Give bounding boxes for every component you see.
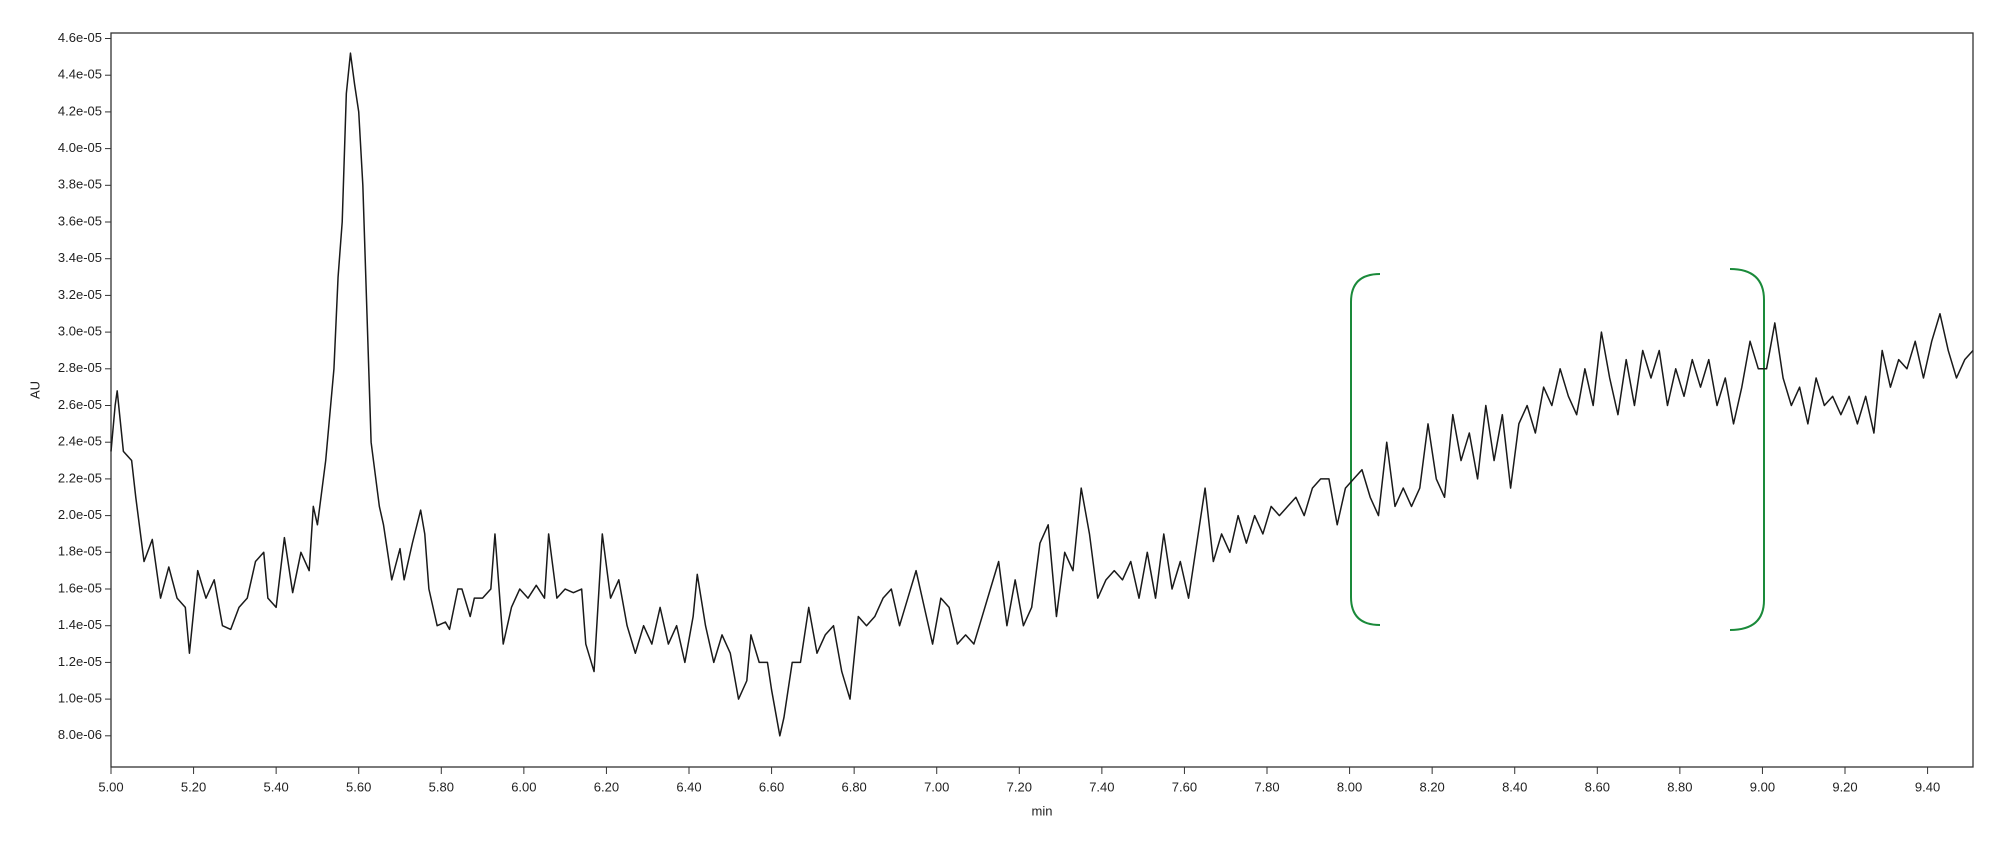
x-tick-label: 6.80 xyxy=(841,779,866,794)
y-tick-label: 2.8e-05 xyxy=(58,360,102,375)
trace xyxy=(110,52,1974,737)
y-tick-label: 4.2e-05 xyxy=(58,103,102,118)
x-tick-label: 8.40 xyxy=(1502,779,1527,794)
x-tick-label: 7.40 xyxy=(1089,779,1114,794)
x-tick-label: 8.80 xyxy=(1667,779,1692,794)
y-tick-label: 4.6e-05 xyxy=(58,30,102,45)
integration-bracket-right xyxy=(1729,268,1765,631)
x-tick-label: 5.40 xyxy=(263,779,288,794)
x-tick-label: 9.20 xyxy=(1832,779,1857,794)
x-tick-label: 7.80 xyxy=(1254,779,1279,794)
y-tick-label: 1.8e-05 xyxy=(58,544,102,559)
y-tick-label: 1.0e-05 xyxy=(58,691,102,706)
plot-frame xyxy=(110,32,1974,768)
x-tick-label: 5.00 xyxy=(98,779,123,794)
x-tick-label: 8.20 xyxy=(1419,779,1444,794)
y-tick-label: 3.2e-05 xyxy=(58,287,102,302)
x-tick-label: 8.60 xyxy=(1585,779,1610,794)
y-tick-label: 2.2e-05 xyxy=(58,470,102,485)
integration-bracket-left xyxy=(1350,273,1381,626)
y-tick-label: 1.6e-05 xyxy=(58,580,102,595)
y-tick-label: 3.0e-05 xyxy=(58,324,102,339)
y-tick-label: 2.4e-05 xyxy=(58,434,102,449)
y-tick-label: 2.0e-05 xyxy=(58,507,102,522)
y-tick-label: 4.4e-05 xyxy=(58,67,102,82)
y-tick-label: 1.4e-05 xyxy=(58,617,102,632)
x-tick-label: 6.20 xyxy=(594,779,619,794)
y-tick-label: 3.8e-05 xyxy=(58,177,102,192)
x-tick-label: 5.80 xyxy=(429,779,454,794)
y-tick-label: 1.2e-05 xyxy=(58,654,102,669)
y-tick-label: 3.6e-05 xyxy=(58,213,102,228)
x-tick-label: 9.00 xyxy=(1750,779,1775,794)
y-axis-label: AU xyxy=(27,381,42,399)
x-tick-label: 5.20 xyxy=(181,779,206,794)
x-tick-label: 6.40 xyxy=(676,779,701,794)
x-tick-label: 6.60 xyxy=(759,779,784,794)
x-axis-label: min xyxy=(1032,803,1053,818)
x-tick-label: 7.00 xyxy=(924,779,949,794)
x-tick-label: 8.00 xyxy=(1337,779,1362,794)
x-tick-label: 7.20 xyxy=(1007,779,1032,794)
x-tick-label: 9.40 xyxy=(1915,779,1940,794)
y-tick-label: 2.6e-05 xyxy=(58,397,102,412)
y-tick-label: 8.0e-06 xyxy=(58,727,102,742)
x-tick-label: 5.60 xyxy=(346,779,371,794)
x-tick-label: 6.00 xyxy=(511,779,536,794)
y-tick-label: 4.0e-05 xyxy=(58,140,102,155)
x-tick-label: 7.60 xyxy=(1172,779,1197,794)
y-tick-label: 3.4e-05 xyxy=(58,250,102,265)
